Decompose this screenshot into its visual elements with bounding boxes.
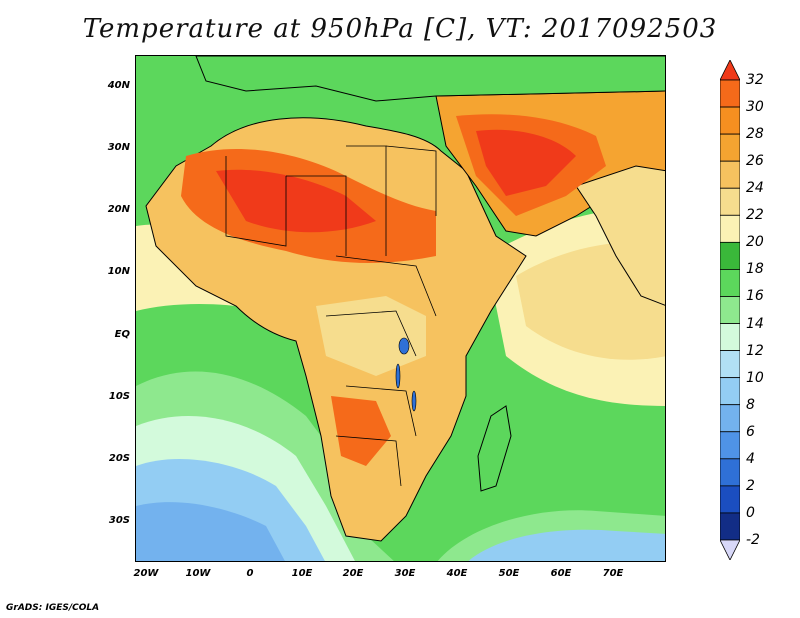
colorbar-segment <box>720 269 740 297</box>
lon-label-10e: 10E <box>291 568 313 579</box>
colorbar-label: 4 <box>746 450 755 467</box>
colorbar-segment <box>720 512 740 541</box>
country-borders <box>225 145 437 487</box>
colorbar-label: 32 <box>746 72 764 88</box>
colorbar-segment <box>720 296 740 324</box>
colorbar-segment <box>720 323 740 351</box>
colorbar <box>720 60 740 560</box>
colorbar-label: 24 <box>746 180 764 197</box>
lon-label-20e: 20E <box>342 568 364 579</box>
temperature-map <box>136 56 665 561</box>
colder-water-sw <box>136 502 285 561</box>
colorbar-segment <box>720 106 740 135</box>
colorbar-segment <box>720 485 740 514</box>
colorbar-segment <box>720 458 740 487</box>
colorbar-segment <box>720 350 740 379</box>
colorbar-segment <box>720 187 740 216</box>
colorbar-segment <box>720 241 740 270</box>
map-title: Temperature at 950hPa [C], VT: 201709250… <box>82 14 718 44</box>
lat-label-40n: 40N <box>107 80 130 91</box>
india-landmass <box>575 165 665 306</box>
lat-label-20n: 20N <box>107 204 130 215</box>
colorbar-label: 8 <box>746 396 755 413</box>
colorbar-label: 30 <box>746 99 764 116</box>
colorbar-segment <box>720 404 740 433</box>
lon-label-60e: 60E <box>550 568 572 579</box>
madagascar-landmass <box>477 405 512 492</box>
colorbar-label: 12 <box>746 342 764 359</box>
colorbar-label: 6 <box>746 423 755 440</box>
colorbar-label: -2 <box>746 532 760 548</box>
colorbar-segment <box>720 79 740 108</box>
colorbar-label: 14 <box>746 315 764 332</box>
colorbar-label: 10 <box>746 369 764 386</box>
lon-label-0: 0 <box>246 568 254 579</box>
arabia-hottest-zone <box>476 129 576 196</box>
colorbar-label: 20 <box>746 234 764 251</box>
colorbar-segment <box>720 377 740 406</box>
europe-landmass <box>195 56 665 102</box>
lat-label-eq: EQ <box>114 329 130 340</box>
lon-label-40e: 40E <box>446 568 468 579</box>
colorbar-label: 2 <box>746 477 755 494</box>
great-lakes <box>395 337 417 412</box>
southern-africa-hot-zone <box>331 396 391 466</box>
colorbar-label: 18 <box>746 261 764 278</box>
lon-label-10w: 10W <box>185 568 211 579</box>
colorbar-segment <box>720 133 740 162</box>
sahara-hottest-zone <box>216 169 376 233</box>
lat-label-10n: 10N <box>107 266 130 277</box>
colorbar-label: 28 <box>746 126 764 143</box>
colorbar-label: 16 <box>746 288 764 305</box>
lat-label-20s: 20S <box>108 453 130 464</box>
lat-label-30s: 30S <box>108 515 130 526</box>
cold-water-se <box>468 529 665 561</box>
colorbar-segment <box>720 214 740 243</box>
colorbar-bottom-arrow <box>720 539 740 560</box>
colorbar-segment <box>720 160 740 189</box>
lon-label-70e: 70E <box>602 568 624 579</box>
lon-label-20w: 20W <box>133 568 159 579</box>
lat-label-10s: 10S <box>108 391 130 402</box>
lat-label-30n: 30N <box>107 142 130 153</box>
lon-label-50e: 50E <box>498 568 520 579</box>
lon-label-30e: 30E <box>394 568 416 579</box>
colorbar-label: 0 <box>746 504 755 521</box>
colorbar-segment <box>720 431 740 460</box>
colorbar-label: 22 <box>746 207 764 224</box>
grads-credit: GrADS: IGES/COLA <box>6 603 100 613</box>
colorbar-top-arrow <box>720 60 740 81</box>
colorbar-label: 26 <box>746 153 764 170</box>
map-panel <box>135 55 666 562</box>
